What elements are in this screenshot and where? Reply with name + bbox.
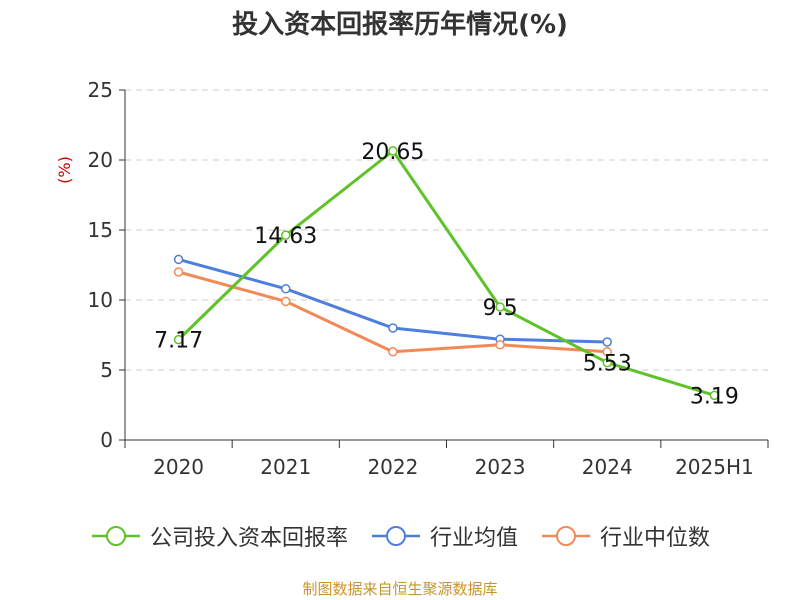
data-point bbox=[281, 230, 291, 240]
data-point bbox=[495, 302, 505, 312]
legend-line-circle-icon bbox=[371, 526, 420, 546]
data-point bbox=[602, 357, 612, 368]
data-point bbox=[602, 337, 612, 347]
y-tick-label: 5 bbox=[100, 358, 113, 382]
data-point bbox=[495, 340, 505, 350]
x-tick-label: 2024 bbox=[582, 455, 633, 479]
data-point bbox=[173, 267, 184, 277]
data-label: 5.53 bbox=[583, 352, 632, 377]
data-label: 9.5 bbox=[483, 296, 518, 321]
y-tick-label: 20 bbox=[88, 148, 113, 172]
legend-item[interactable]: 公司投入资本回报率 bbox=[90, 520, 348, 552]
x-tick-label: 2021 bbox=[260, 455, 311, 479]
legend-item[interactable]: 行业均值 bbox=[370, 520, 518, 552]
x-tick-label: 2023 bbox=[475, 455, 526, 479]
data-point bbox=[388, 323, 398, 333]
x-tick-label: 2020 bbox=[153, 455, 204, 479]
legend-label: 行业均值 bbox=[429, 526, 518, 551]
y-tick-label: 0 bbox=[100, 428, 113, 452]
y-axis-label: (%) bbox=[55, 156, 74, 184]
chart-title: 投入资本回报率历年情况(%) bbox=[232, 10, 568, 40]
legend-label: 行业中位数 bbox=[600, 526, 711, 551]
legend-line-circle-icon bbox=[542, 526, 590, 546]
axes: 0 5 10 15 20 25 (%) 2020 2021 2022 2023 2024 2025H1 bbox=[55, 78, 769, 479]
data-label: 20.65 bbox=[361, 140, 424, 165]
y-tick-label: 25 bbox=[88, 78, 113, 102]
x-tick-label: 2022 bbox=[367, 455, 418, 479]
data-point bbox=[281, 296, 291, 307]
legend-line-circle-icon bbox=[91, 526, 140, 546]
data-point bbox=[173, 254, 184, 265]
data-labels: 7.17 14.63 20.65 9.5 5.53 3.19 bbox=[154, 140, 739, 409]
data-point bbox=[281, 284, 291, 294]
data-point bbox=[388, 146, 398, 156]
data-point bbox=[709, 390, 720, 401]
data-point bbox=[173, 334, 184, 345]
y-tick-label: 10 bbox=[88, 288, 113, 312]
data-point bbox=[602, 347, 612, 357]
y-tick-label: 15 bbox=[88, 218, 113, 242]
legend: 公司投入资本回报率 行业均值 行业中位数 bbox=[0, 520, 800, 552]
source-note: 制图数据来自恒生聚源数据库 bbox=[302, 580, 498, 598]
x-tick-label: 2025H1 bbox=[675, 455, 754, 479]
data-label: 3.19 bbox=[690, 384, 739, 409]
data-label: 7.17 bbox=[154, 329, 203, 354]
legend-item[interactable]: 行业中位数 bbox=[540, 520, 710, 552]
data-label: 14.63 bbox=[254, 224, 317, 249]
series-line bbox=[177, 149, 715, 397]
data-point bbox=[388, 347, 398, 357]
legend-label: 公司投入资本回报率 bbox=[149, 526, 348, 551]
series-lines bbox=[173, 146, 720, 401]
